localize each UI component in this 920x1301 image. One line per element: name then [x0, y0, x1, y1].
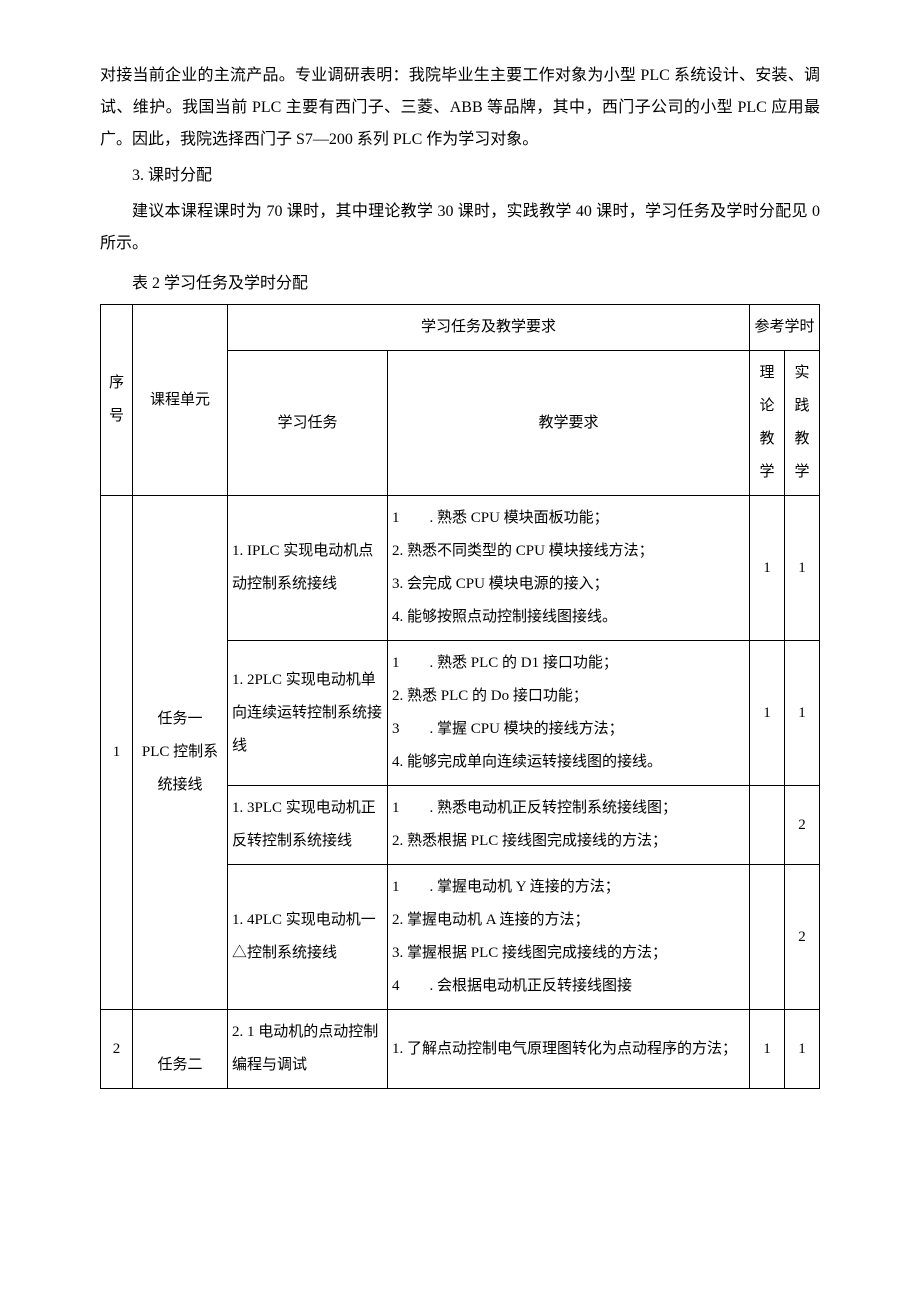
table-caption: 表 2 学习任务及学时分配	[100, 268, 820, 300]
table-row: 1 任务一 PLC 控制系统接线 1. IPLC 实现电动机点动控制系统接线 1…	[101, 496, 820, 641]
cell-unit: 任务一 PLC 控制系统接线	[133, 496, 228, 1010]
header-seq: 序号	[101, 305, 133, 496]
header-task-req: 学习任务及教学要求	[228, 305, 750, 351]
cell-req: 1. 了解点动控制电气原理图转化为点动程序的方法；	[388, 1010, 750, 1089]
req-item: 2. 熟悉 PLC 的 Do 接口功能；	[392, 680, 745, 713]
header-theory: 理论教学	[750, 351, 785, 496]
req-item: 3 . 掌握 CPU 模块的接线方法；	[392, 713, 745, 746]
section-title: 3. 课时分配	[100, 160, 820, 192]
req-item: 4. 能够按照点动控制接线图接线。	[392, 601, 745, 634]
cell-task: 1. IPLC 实现电动机点动控制系统接线	[228, 496, 388, 641]
cell-practice: 1	[785, 1010, 820, 1089]
cell-seq: 1	[101, 496, 133, 1010]
cell-theory	[750, 865, 785, 1010]
cell-practice: 1	[785, 641, 820, 786]
req-item: 1. 了解点动控制电气原理图转化为点动程序的方法；	[392, 1033, 745, 1066]
cell-seq: 2	[101, 1010, 133, 1089]
req-item: 2. 熟悉不同类型的 CPU 模块接线方法；	[392, 535, 745, 568]
table-header-row: 序号 课程单元 学习任务及教学要求 参考学时	[101, 305, 820, 351]
syllabus-table: 序号 课程单元 学习任务及教学要求 参考学时 学习任务 教学要求 理论教学 实践…	[100, 304, 820, 1089]
req-item: 2. 掌握电动机 A 连接的方法；	[392, 904, 745, 937]
table-row: 2 任务二 2. 1 电动机的点动控制编程与调试 1. 了解点动控制电气原理图转…	[101, 1010, 820, 1089]
req-item: 1 . 熟悉电动机正反转控制系统接线图；	[392, 792, 745, 825]
req-item: 1 . 熟悉 CPU 模块面板功能；	[392, 502, 745, 535]
cell-practice: 1	[785, 496, 820, 641]
req-item: 4 . 会根据电动机正反转接线图接	[392, 970, 745, 1003]
cell-req: 1 . 熟悉 CPU 模块面板功能； 2. 熟悉不同类型的 CPU 模块接线方法…	[388, 496, 750, 641]
intro-paragraph: 对接当前企业的主流产品。专业调研表明：我院毕业生主要工作对象为小型 PLC 系统…	[100, 60, 820, 156]
header-ref-hours: 参考学时	[750, 305, 820, 351]
req-item: 3. 掌握根据 PLC 接线图完成接线的方法；	[392, 937, 745, 970]
cell-task: 1. 4PLC 实现电动机一△控制系统接线	[228, 865, 388, 1010]
cell-req: 1 . 掌握电动机 Y 连接的方法； 2. 掌握电动机 A 连接的方法； 3. …	[388, 865, 750, 1010]
cell-practice: 2	[785, 786, 820, 865]
req-item: 2. 熟悉根据 PLC 接线图完成接线的方法；	[392, 825, 745, 858]
cell-req: 1 . 熟悉 PLC 的 D1 接口功能； 2. 熟悉 PLC 的 Do 接口功…	[388, 641, 750, 786]
cell-theory: 1	[750, 1010, 785, 1089]
header-task: 学习任务	[228, 351, 388, 496]
hours-paragraph: 建议本课程课时为 70 课时，其中理论教学 30 课时，实践教学 40 课时，学…	[100, 196, 820, 260]
req-item: 1 . 熟悉 PLC 的 D1 接口功能；	[392, 647, 745, 680]
header-practice: 实践教学	[785, 351, 820, 496]
cell-practice: 2	[785, 865, 820, 1010]
cell-theory	[750, 786, 785, 865]
req-item: 3. 会完成 CPU 模块电源的接入；	[392, 568, 745, 601]
req-item: 4. 能够完成单向连续运转接线图的接线。	[392, 746, 745, 779]
cell-req: 1 . 熟悉电动机正反转控制系统接线图； 2. 熟悉根据 PLC 接线图完成接线…	[388, 786, 750, 865]
req-item: 1 . 掌握电动机 Y 连接的方法；	[392, 871, 745, 904]
cell-task: 1. 3PLC 实现电动机正反转控制系统接线	[228, 786, 388, 865]
header-req: 教学要求	[388, 351, 750, 496]
cell-task: 2. 1 电动机的点动控制编程与调试	[228, 1010, 388, 1089]
cell-theory: 1	[750, 496, 785, 641]
cell-task: 1. 2PLC 实现电动机单向连续运转控制系统接线	[228, 641, 388, 786]
cell-theory: 1	[750, 641, 785, 786]
cell-unit: 任务二	[133, 1010, 228, 1089]
header-unit: 课程单元	[133, 305, 228, 496]
